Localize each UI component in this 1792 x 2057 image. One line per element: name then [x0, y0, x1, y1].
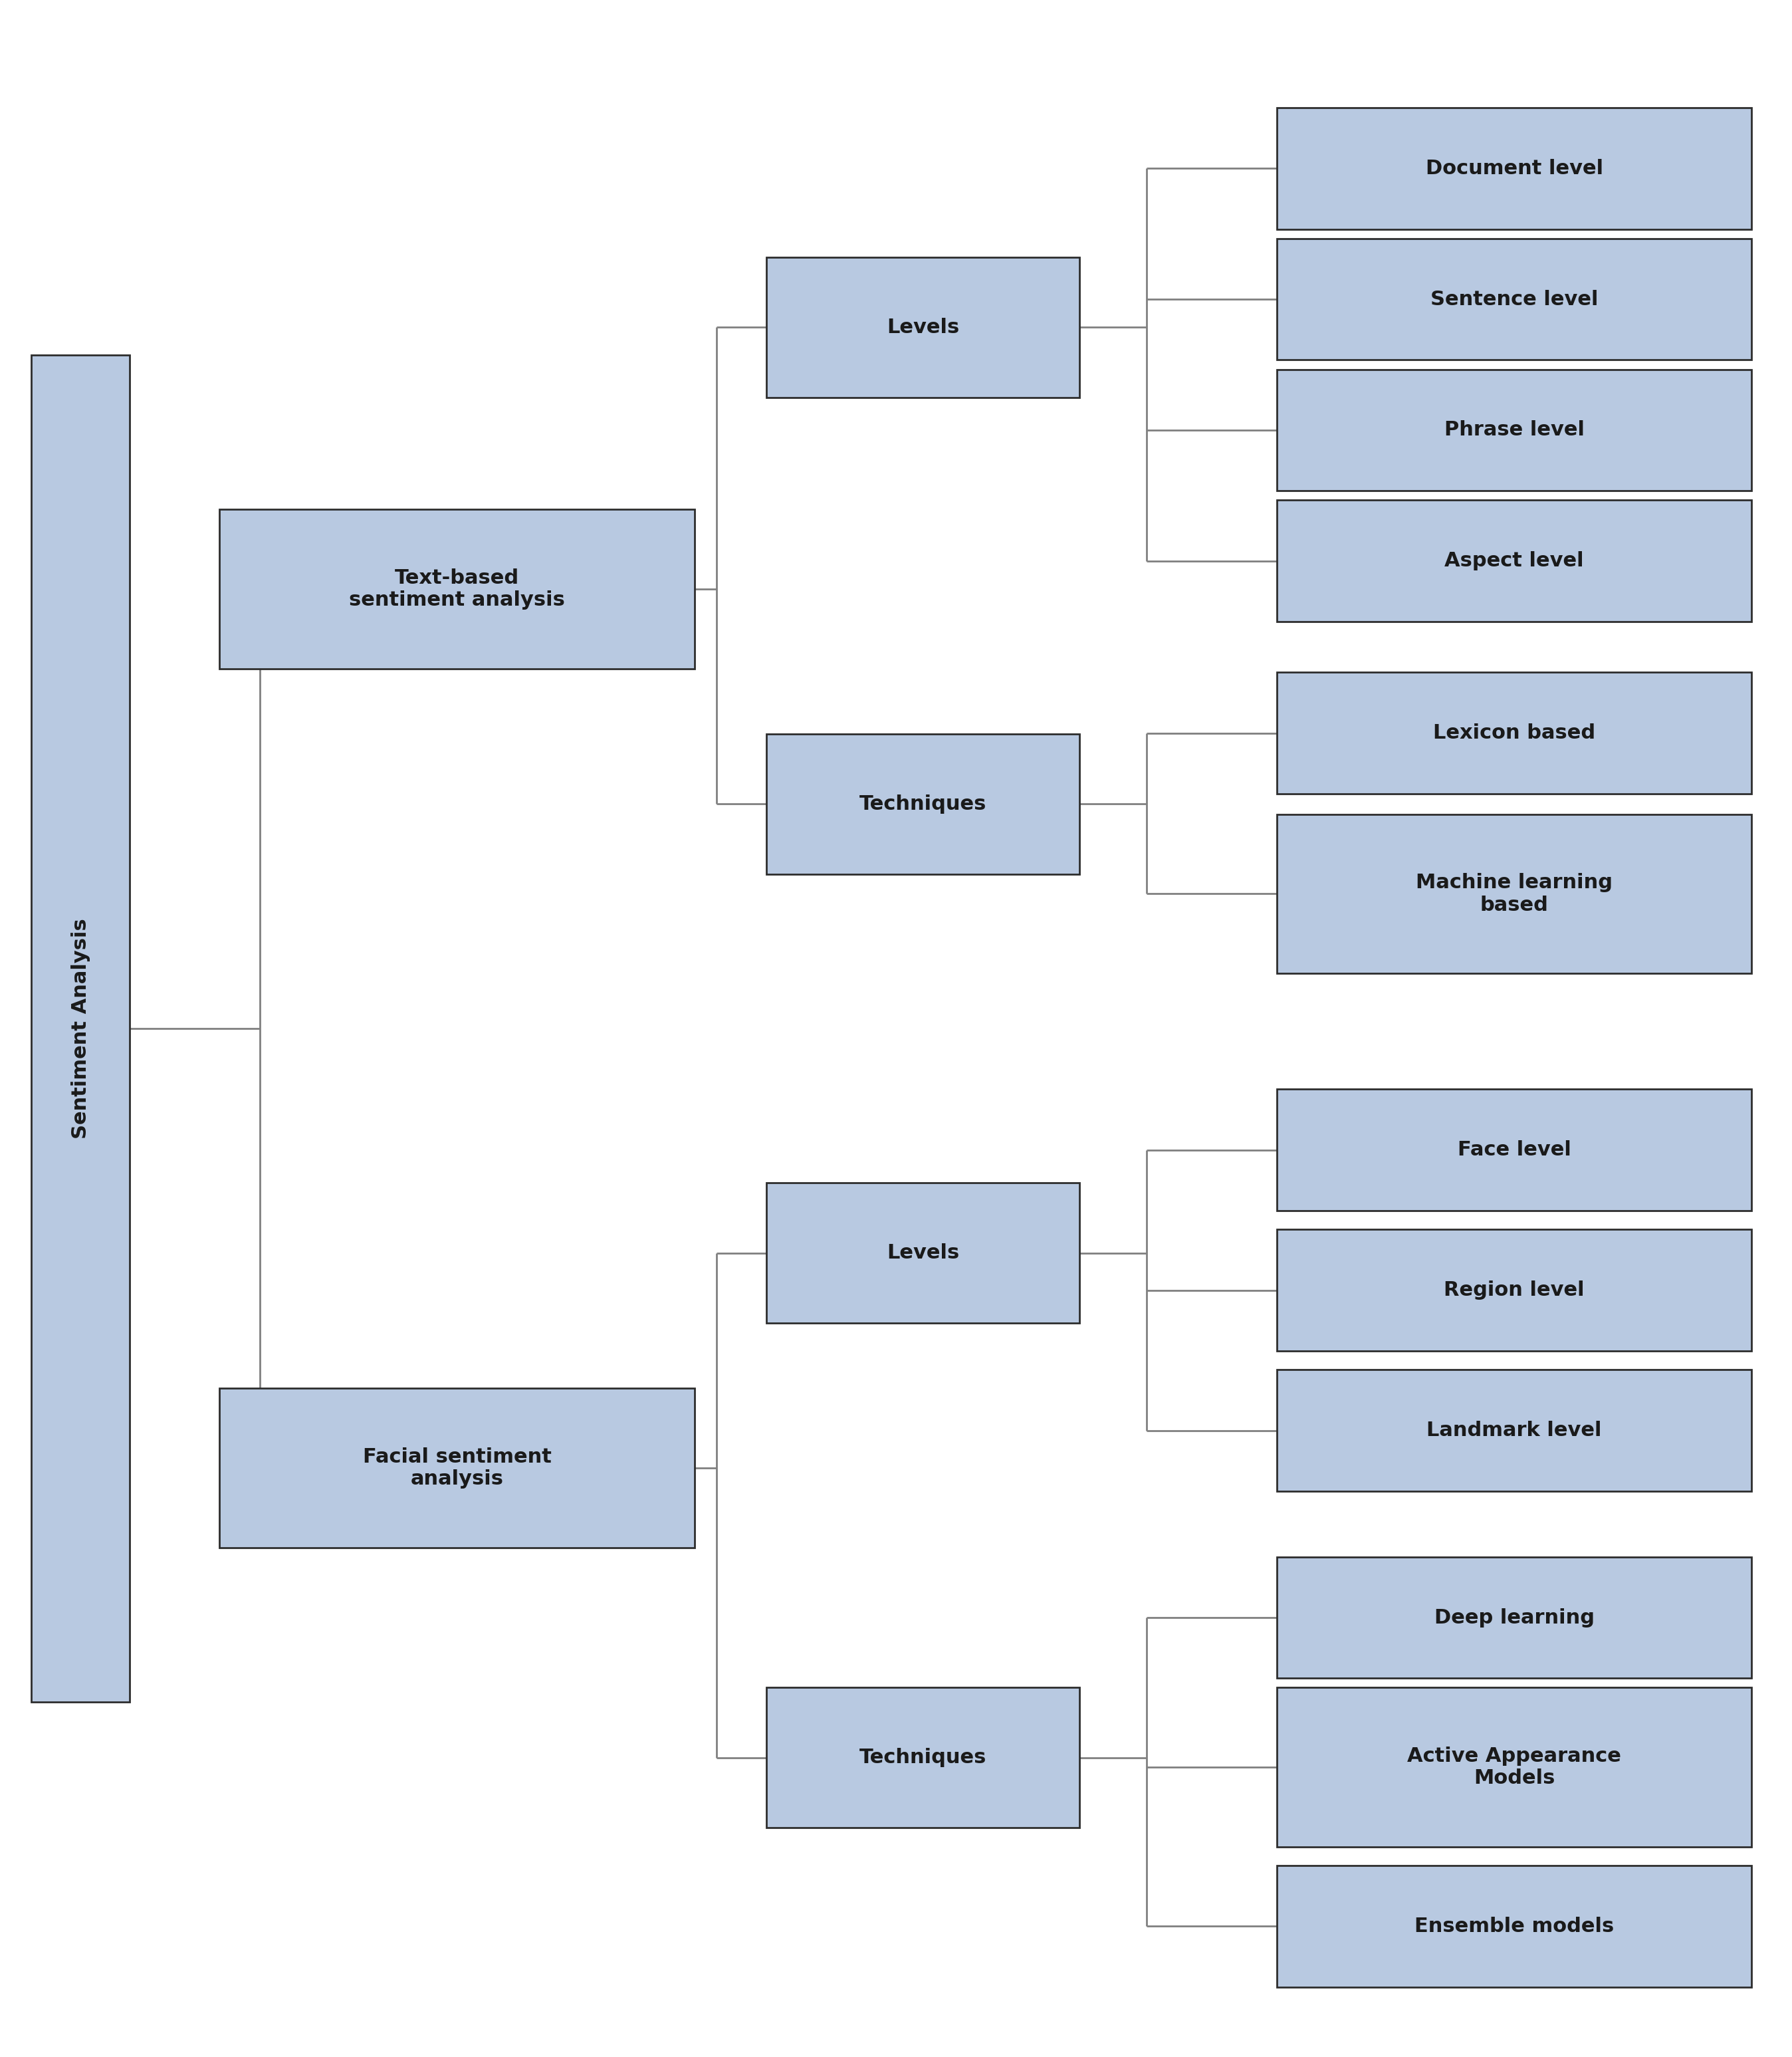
- FancyBboxPatch shape: [767, 1687, 1079, 1829]
- Text: Levels: Levels: [887, 317, 959, 337]
- Text: Facial sentiment
analysis: Facial sentiment analysis: [362, 1448, 552, 1489]
- FancyBboxPatch shape: [767, 1183, 1079, 1323]
- FancyBboxPatch shape: [1276, 239, 1751, 360]
- Text: Techniques: Techniques: [860, 794, 986, 815]
- FancyBboxPatch shape: [1276, 1370, 1751, 1491]
- Text: Landmark level: Landmark level: [1426, 1421, 1602, 1440]
- FancyBboxPatch shape: [1276, 673, 1751, 794]
- FancyBboxPatch shape: [1276, 815, 1751, 973]
- FancyBboxPatch shape: [1276, 370, 1751, 492]
- Text: Region level: Region level: [1444, 1282, 1584, 1300]
- Text: Active Appearance
Models: Active Appearance Models: [1407, 1746, 1622, 1788]
- FancyBboxPatch shape: [30, 356, 129, 1701]
- FancyBboxPatch shape: [1276, 1557, 1751, 1679]
- Text: Machine learning
based: Machine learning based: [1416, 872, 1613, 915]
- Text: Face level: Face level: [1457, 1140, 1572, 1160]
- FancyBboxPatch shape: [1276, 1866, 1751, 1987]
- FancyBboxPatch shape: [767, 257, 1079, 397]
- Text: Phrase level: Phrase level: [1444, 420, 1584, 440]
- Text: Sentence level: Sentence level: [1430, 290, 1598, 309]
- FancyBboxPatch shape: [219, 1388, 695, 1547]
- FancyBboxPatch shape: [767, 734, 1079, 874]
- Text: Ensemble models: Ensemble models: [1414, 1917, 1615, 1936]
- Text: Deep learning: Deep learning: [1434, 1609, 1595, 1627]
- Text: Lexicon based: Lexicon based: [1434, 724, 1595, 743]
- Text: Document level: Document level: [1425, 158, 1604, 179]
- FancyBboxPatch shape: [219, 510, 695, 669]
- Text: Techniques: Techniques: [860, 1748, 986, 1767]
- Text: Levels: Levels: [887, 1242, 959, 1263]
- FancyBboxPatch shape: [1276, 1090, 1751, 1212]
- FancyBboxPatch shape: [1276, 107, 1751, 228]
- FancyBboxPatch shape: [1276, 500, 1751, 621]
- FancyBboxPatch shape: [1276, 1230, 1751, 1351]
- Text: Aspect level: Aspect level: [1444, 551, 1584, 570]
- FancyBboxPatch shape: [1276, 1687, 1751, 1847]
- Text: Text-based
sentiment analysis: Text-based sentiment analysis: [349, 568, 564, 609]
- Text: Sentiment Analysis: Sentiment Analysis: [72, 917, 90, 1140]
